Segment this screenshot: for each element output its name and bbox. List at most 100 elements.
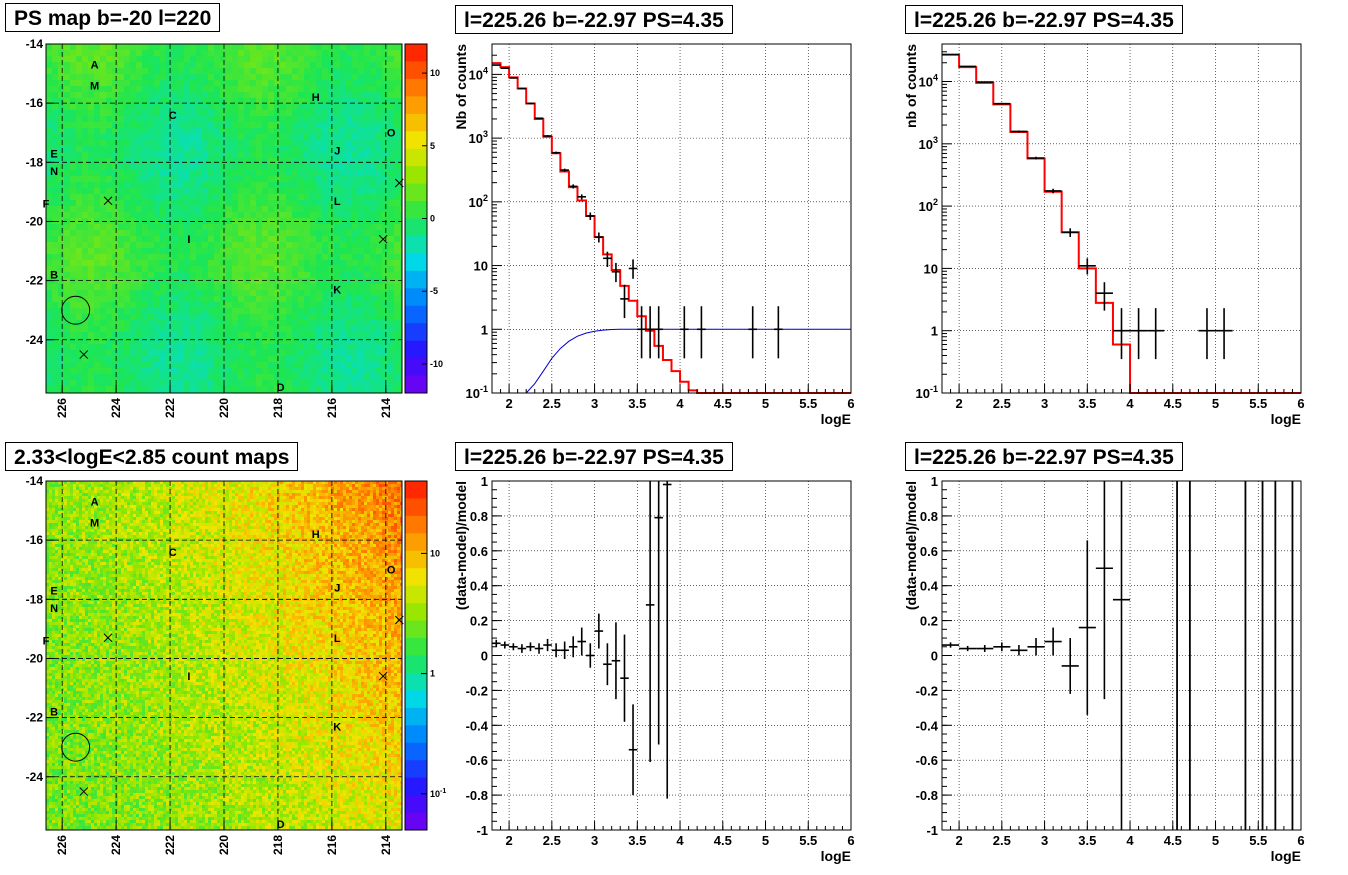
heatmap-cell: [262, 170, 268, 176]
heatmap-cell: [256, 98, 262, 104]
heatmap-cell: [370, 356, 376, 362]
heatmap-cell: [262, 493, 265, 496]
heatmap-cell: [250, 152, 256, 158]
heatmap-cell: [58, 350, 64, 356]
heatmap-cell: [334, 104, 340, 110]
heatmap-cell: [208, 230, 214, 236]
heatmap-cell: [328, 200, 334, 206]
heatmap-cell: [400, 86, 402, 92]
heatmap-cell: [400, 493, 402, 496]
heatmap-cell: [88, 134, 94, 140]
heatmap-cell: [157, 490, 160, 493]
heatmap-cell: [166, 484, 169, 487]
heatmap-cell: [100, 296, 106, 302]
heatmap-cell: [184, 344, 190, 350]
heatmap-cell: [58, 487, 61, 490]
heatmap-cell: [226, 122, 232, 128]
heatmap-cell: [340, 44, 346, 50]
heatmap-cell: [82, 236, 88, 242]
heatmap-cell: [280, 200, 286, 206]
heatmap-cell: [106, 98, 112, 104]
heatmap-cell: [244, 308, 250, 314]
heatmap-cell: [286, 484, 289, 487]
heatmap-cell: [328, 68, 334, 74]
heatmap-cell: [196, 164, 202, 170]
heatmap-cell: [352, 362, 358, 368]
heatmap-cell: [304, 212, 310, 218]
heatmap-cell: [82, 356, 88, 362]
heatmap-cell: [106, 490, 109, 493]
heatmap-cell: [274, 481, 277, 484]
heatmap-cell: [394, 314, 400, 320]
heatmap-cell: [370, 302, 376, 308]
heatmap-cell: [64, 134, 70, 140]
heatmap-cell: [52, 182, 58, 188]
heatmap-cell: [193, 490, 196, 493]
heatmap-cell: [352, 493, 355, 496]
heatmap-cell: [232, 314, 238, 320]
heatmap-cell: [268, 248, 274, 254]
heatmap-cell: [142, 218, 148, 224]
heatmap-cell: [76, 62, 82, 68]
heatmap-cell: [172, 212, 178, 218]
roi-circle: [61, 295, 91, 325]
heatmap-cell: [400, 92, 402, 98]
heatmap-cell: [292, 490, 295, 493]
heatmap-cell: [226, 200, 232, 206]
heatmap-cell: [367, 487, 370, 490]
heatmap-cell: [46, 92, 52, 98]
heatmap-cell: [262, 314, 268, 320]
heatmap-cell: [298, 326, 304, 332]
heatmap-cell: [262, 194, 268, 200]
heatmap-cell: [163, 502, 166, 505]
heatmap-cell: [70, 260, 76, 266]
heatmap-cell: [136, 320, 142, 326]
x-tick-label: 2: [505, 396, 512, 411]
heatmap-cell: [175, 493, 178, 496]
heatmap-cell: [376, 499, 379, 502]
heatmap-cell: [208, 505, 211, 508]
heatmap-cell: [46, 380, 52, 386]
heatmap-cell: [400, 170, 402, 176]
heatmap-cell: [358, 128, 364, 134]
heatmap-cell: [328, 110, 334, 116]
heatmap-cell: [256, 44, 262, 50]
heatmap-cell: [130, 122, 136, 128]
heatmap-cell: [196, 44, 202, 50]
heatmap-cell: [202, 122, 208, 128]
heatmap-cell: [232, 332, 238, 338]
heatmap-cell: [112, 242, 118, 248]
heatmap-cell: [79, 496, 82, 499]
heatmap-cell: [208, 487, 211, 490]
heatmap-cell: [88, 44, 94, 50]
heatmap-cell: [196, 374, 202, 380]
heatmap-cell: [88, 505, 91, 508]
heatmap-cell: [214, 496, 217, 499]
heatmap-cell: [70, 104, 76, 110]
heatmap-cell: [346, 380, 352, 386]
heatmap-cell: [118, 194, 124, 200]
heatmap-cell: [100, 380, 106, 386]
heatmap-cell: [226, 152, 232, 158]
heatmap-cell: [88, 200, 94, 206]
heatmap-cell: [136, 140, 142, 146]
heatmap-cell: [148, 128, 154, 134]
heatmap-cell: [292, 176, 298, 182]
heatmap-cell: [388, 80, 394, 86]
heatmap-cell: [184, 254, 190, 260]
colorbar-bin: [405, 44, 427, 62]
heatmap-cell: [160, 122, 166, 128]
heatmap-cell: [64, 170, 70, 176]
heatmap-cell: [118, 266, 124, 272]
heatmap-cell: [298, 296, 304, 302]
heatmap-cell: [292, 362, 298, 368]
heatmap-cell: [163, 499, 166, 502]
heatmap-cell: [313, 502, 316, 505]
heatmap-cell: [256, 128, 262, 134]
heatmap-cell: [274, 248, 280, 254]
heatmap-cell: [280, 302, 286, 308]
heatmap-cell: [205, 490, 208, 493]
heatmap-cell: [64, 116, 70, 122]
heatmap-cell: [235, 496, 238, 499]
heatmap-cell: [268, 386, 274, 392]
